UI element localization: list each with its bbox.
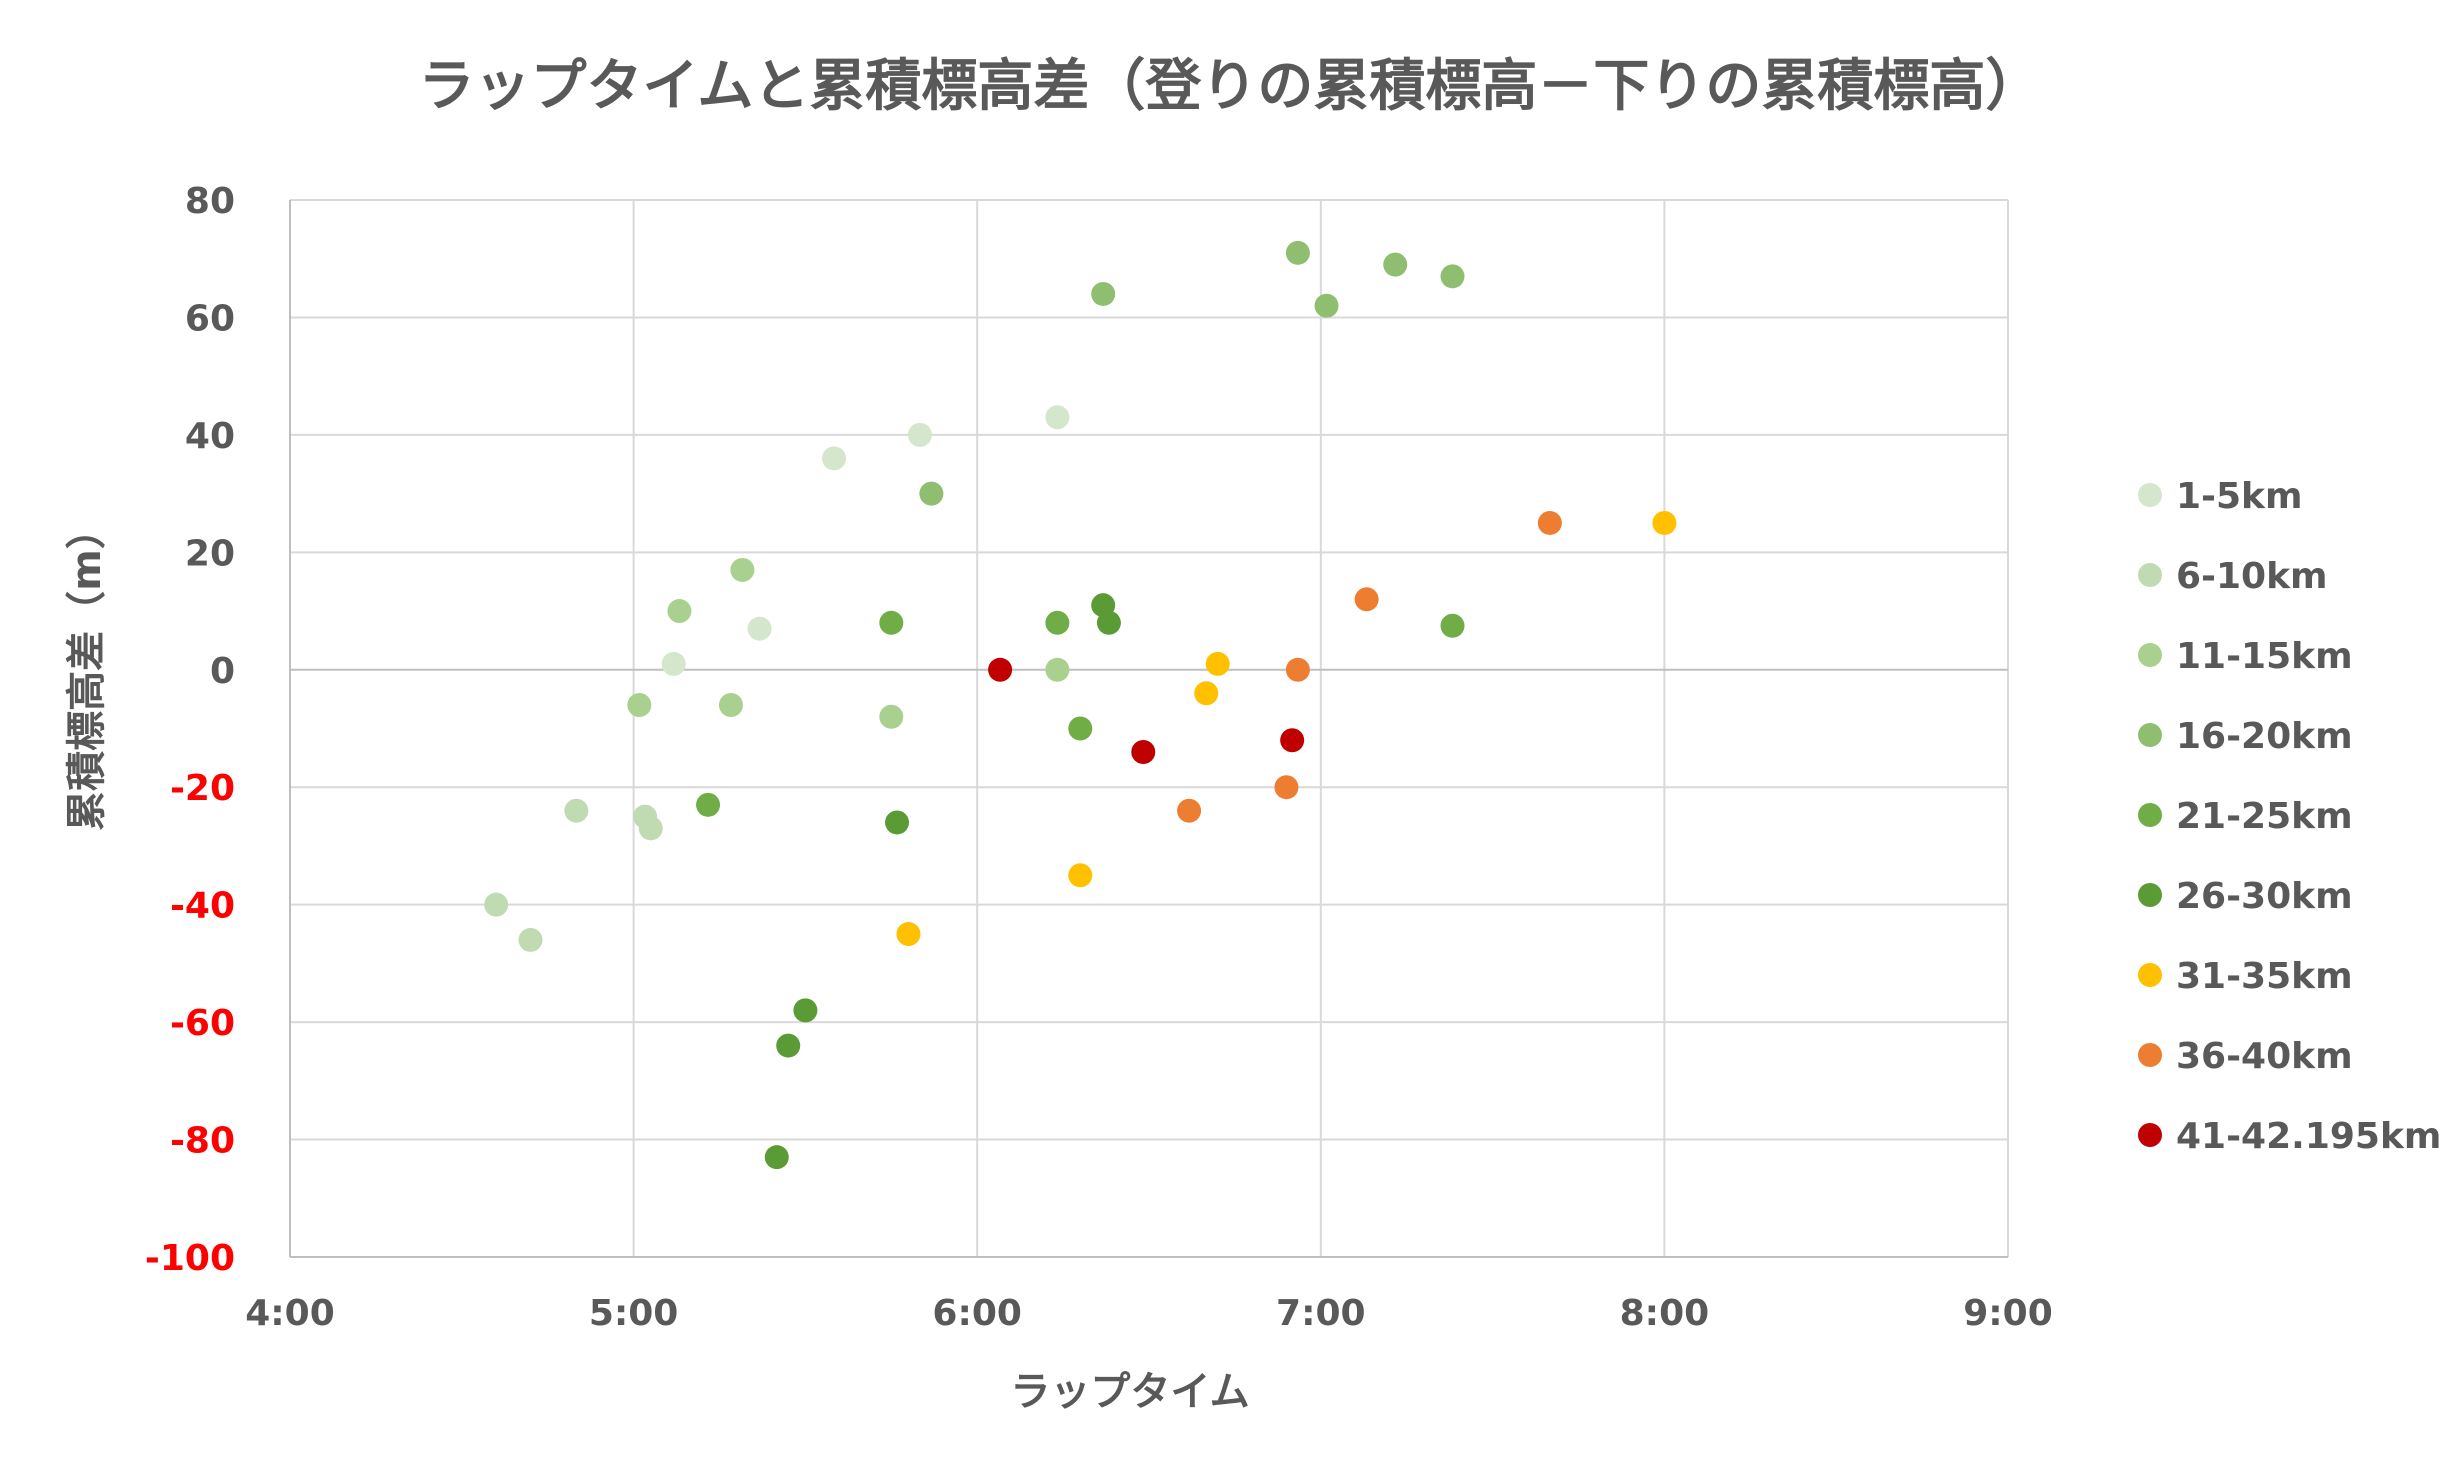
- data-point: [1274, 775, 1299, 800]
- legend-entry: 6-10km: [2176, 556, 2328, 597]
- data-point: [1537, 510, 1562, 535]
- legend-entry: 21-25km: [2176, 796, 2353, 837]
- y-tick-label: 20: [185, 533, 235, 574]
- legend-entry: 26-30km: [2176, 876, 2353, 917]
- legend-entry: 31-35km: [2176, 956, 2353, 997]
- data-point: [1045, 405, 1070, 430]
- legend-marker: [2138, 883, 2162, 907]
- data-point: [1045, 610, 1070, 635]
- data-point: [1194, 681, 1219, 706]
- x-tick-label: 4:00: [245, 1293, 335, 1334]
- data-point: [1285, 657, 1310, 682]
- data-points: [484, 240, 1677, 1170]
- y-tick-label: -80: [170, 1121, 235, 1162]
- data-point: [667, 599, 692, 624]
- legend-marker: [2138, 963, 2162, 987]
- legend-entry: 41-42.195km: [2176, 1116, 2441, 1157]
- x-tick-label: 9:00: [1963, 1293, 2053, 1334]
- data-point: [793, 998, 818, 1023]
- legend-marker: [2138, 723, 2162, 747]
- legend: 1-5km 6-10km 11-15km 16-20km 21-25km 26-30km 3…: [2138, 476, 2441, 1157]
- data-point: [1280, 728, 1305, 753]
- data-point: [730, 557, 755, 582]
- data-point: [879, 704, 904, 729]
- x-axis-title: ラップタイム: [1010, 1369, 1249, 1415]
- data-point: [638, 816, 663, 841]
- data-point: [747, 616, 772, 641]
- data-point: [1068, 716, 1093, 741]
- legend-entry: 1-5km: [2176, 476, 2303, 517]
- legend-entry: 11-15km: [2176, 636, 2353, 677]
- y-tick-label: -40: [170, 886, 235, 927]
- data-point: [1096, 610, 1121, 635]
- data-point: [518, 927, 543, 952]
- legend-marker: [2138, 1043, 2162, 1067]
- data-point: [885, 810, 910, 835]
- data-point: [718, 693, 743, 718]
- x-tick-label: 5:00: [589, 1293, 679, 1334]
- y-tick-label: -20: [170, 768, 235, 809]
- data-point: [1652, 510, 1677, 535]
- legend-marker: [2138, 483, 2162, 507]
- x-tick-label: 8:00: [1620, 1293, 1710, 1334]
- data-point: [484, 892, 509, 917]
- data-point: [1131, 739, 1156, 764]
- legend-marker: [2138, 803, 2162, 827]
- data-point: [1091, 281, 1116, 306]
- data-point: [1354, 587, 1379, 612]
- data-point: [988, 657, 1013, 682]
- data-point: [919, 481, 944, 506]
- data-point: [776, 1033, 801, 1058]
- data-point: [1440, 613, 1465, 638]
- legend-marker: [2138, 643, 2162, 667]
- data-point: [1440, 264, 1465, 289]
- y-tick-label: 0: [210, 651, 235, 692]
- data-point: [696, 792, 721, 817]
- x-axis-ticks: 4:00 5:00 6:00 7:00 8:00 9:00: [245, 1293, 2053, 1334]
- x-tick-label: 7:00: [1276, 1293, 1366, 1334]
- data-point: [627, 693, 652, 718]
- y-tick-label: -100: [145, 1238, 235, 1279]
- legend-marker: [2138, 563, 2162, 587]
- data-point: [907, 422, 932, 447]
- y-tick-label: -60: [170, 1003, 235, 1044]
- data-point: [896, 922, 921, 947]
- data-point: [1205, 651, 1230, 676]
- y-tick-label: 60: [185, 298, 235, 339]
- data-point: [661, 651, 686, 676]
- y-axis-ticks: 80 60 40 20 0 -20 -40 -60 -80 -100: [145, 181, 235, 1279]
- data-point: [1285, 240, 1310, 265]
- data-point: [1045, 657, 1070, 682]
- data-point: [1383, 252, 1408, 277]
- gridlines: [290, 199, 2009, 1257]
- data-point: [1314, 293, 1339, 318]
- legend-entry: 36-40km: [2176, 1036, 2353, 1077]
- y-axis-title: 累積標高差（m）: [64, 509, 110, 831]
- x-tick-label: 6:00: [932, 1293, 1022, 1334]
- data-point: [822, 446, 847, 471]
- legend-entry: 16-20km: [2176, 716, 2353, 757]
- data-point: [764, 1145, 789, 1170]
- legend-marker: [2138, 1123, 2162, 1147]
- y-tick-label: 40: [185, 416, 235, 457]
- data-point: [564, 798, 589, 823]
- y-tick-label: 80: [185, 181, 235, 222]
- chart-title: ラップタイムと累積標高差（登りの累積標高－下りの累積標高）: [419, 54, 2042, 119]
- data-point: [879, 610, 904, 635]
- data-point: [1068, 863, 1093, 888]
- axes: [289, 200, 2008, 1258]
- data-point: [1177, 798, 1202, 823]
